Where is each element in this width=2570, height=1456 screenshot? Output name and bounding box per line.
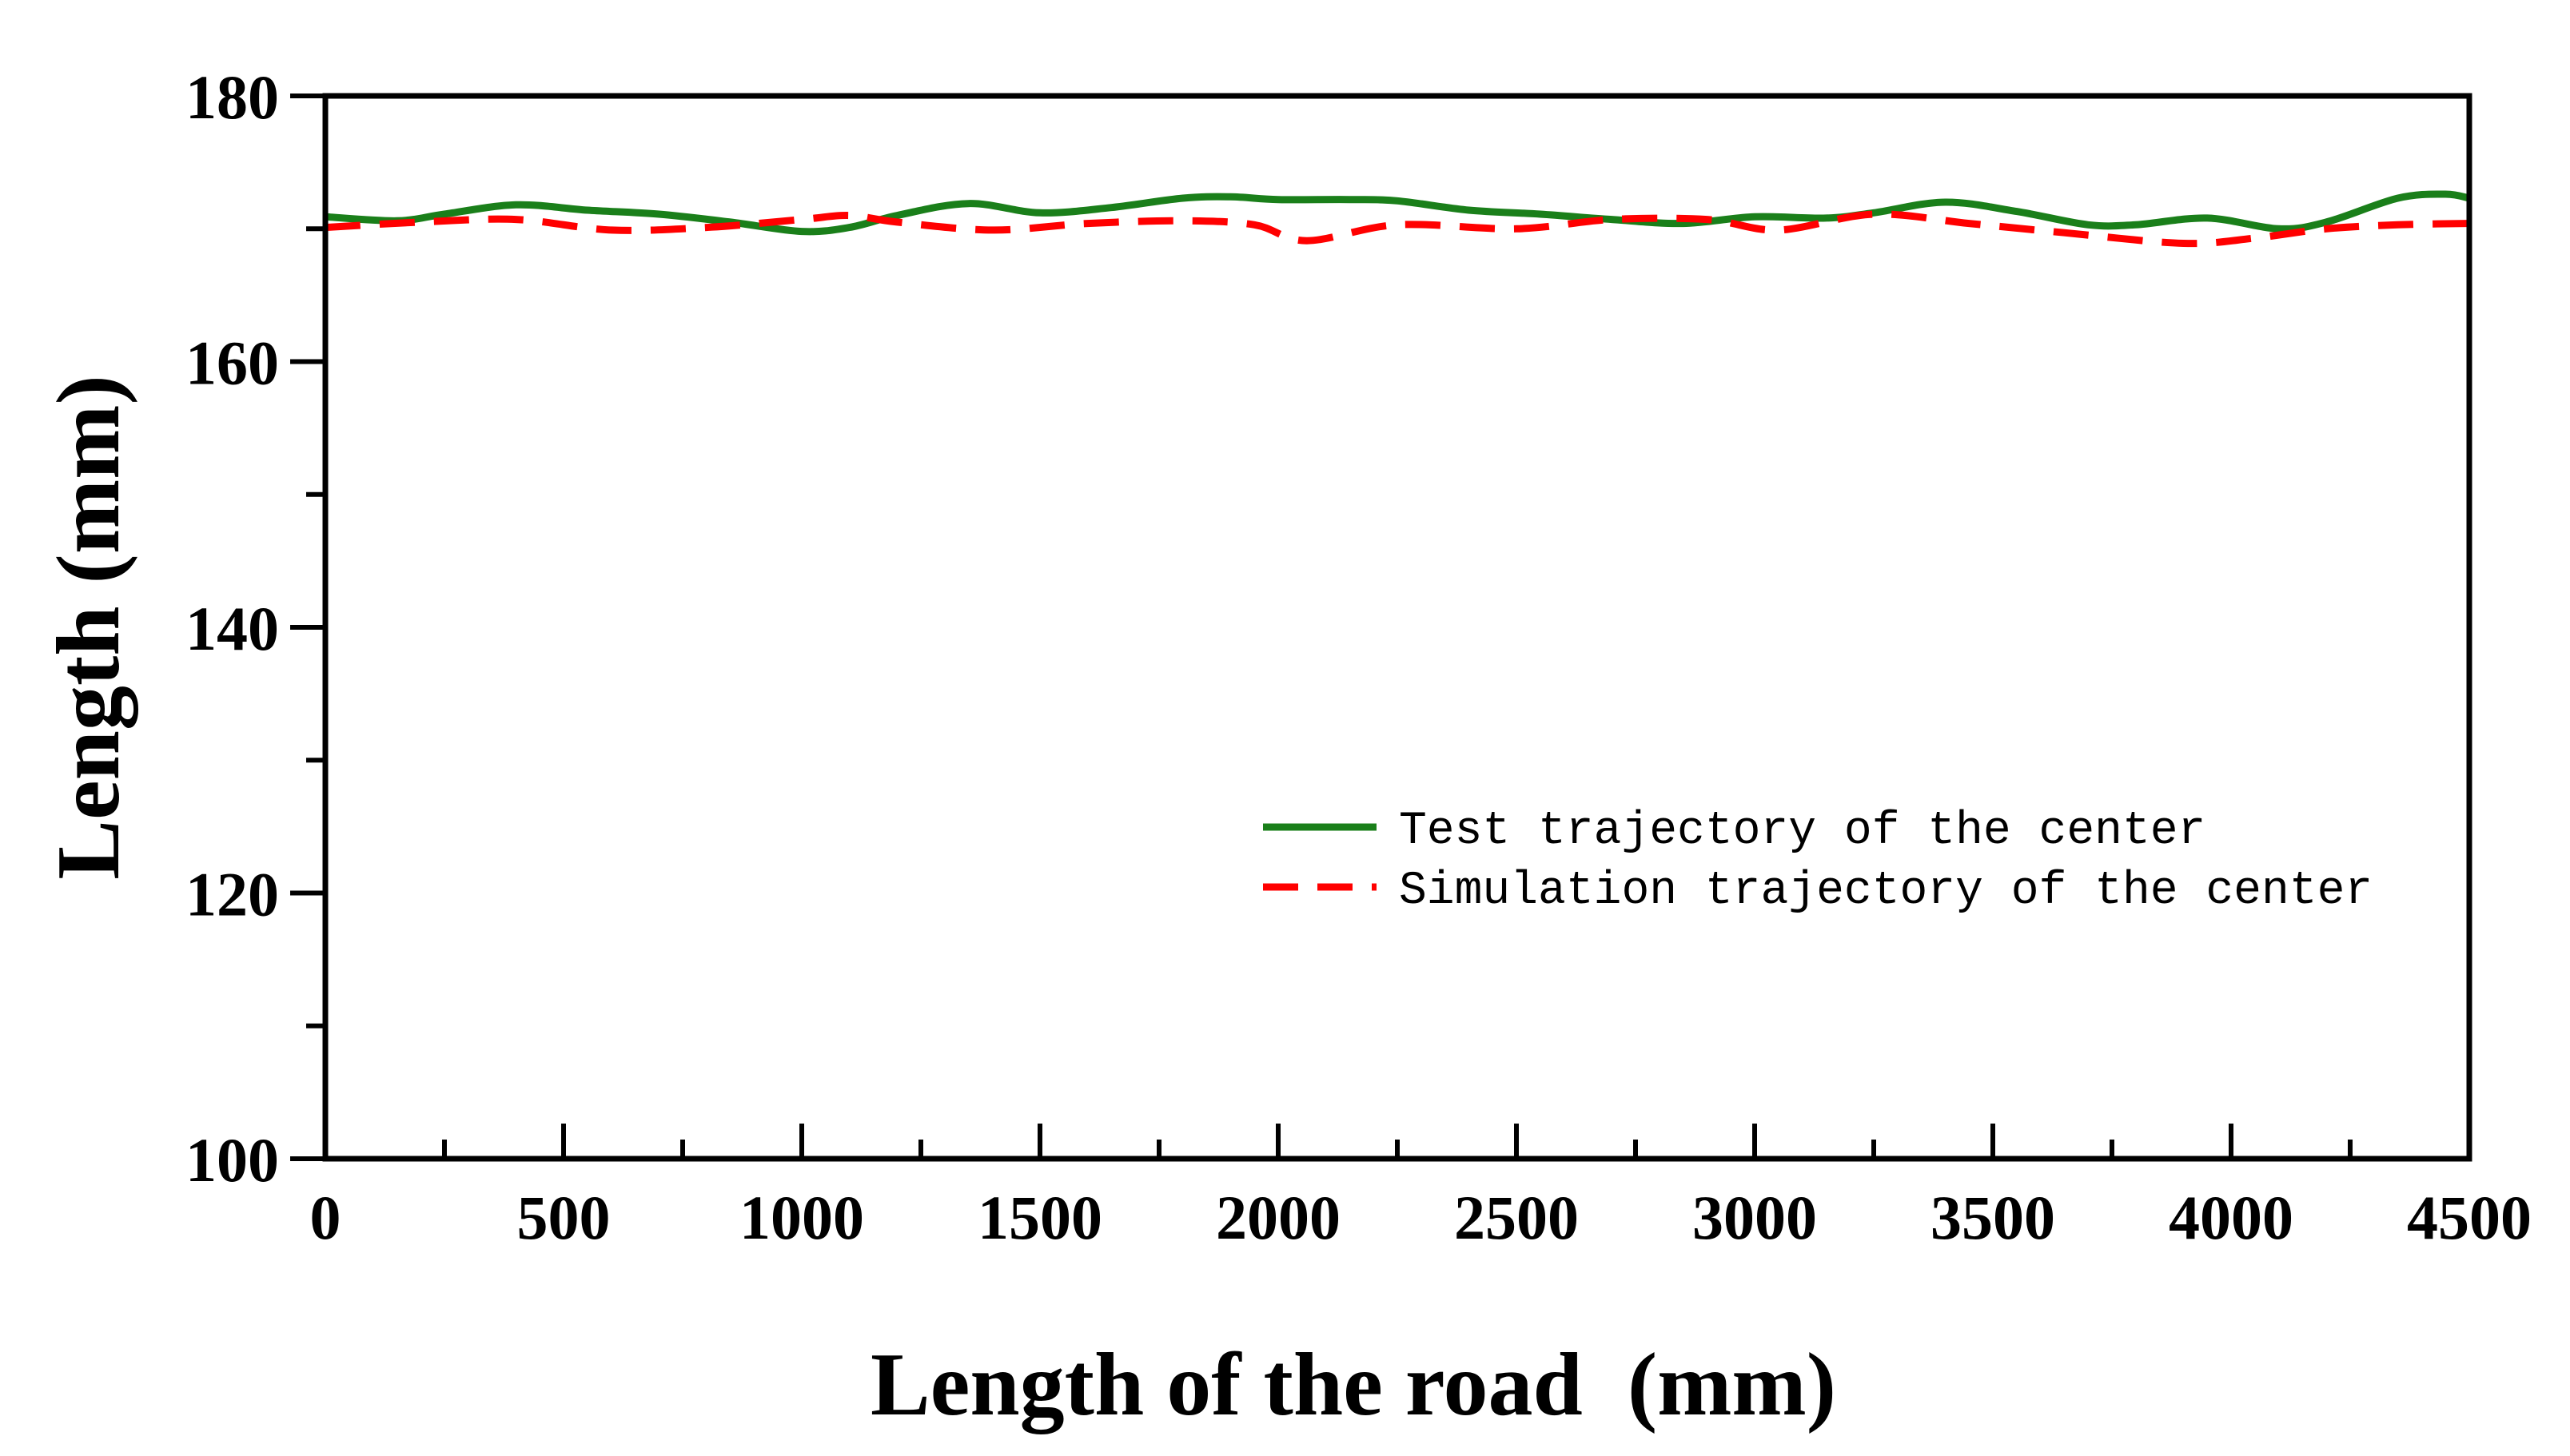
series-line-test <box>325 190 2470 236</box>
x-tick-label: 500 <box>517 1183 611 1252</box>
plot-frame <box>322 93 2472 1162</box>
x-tick-label: 4000 <box>2169 1183 2293 1252</box>
series-line-simulation <box>325 210 2470 248</box>
legend: Test trajectory of the center Simulation… <box>1263 806 2373 917</box>
y-tick-label: 160 <box>185 328 279 398</box>
series-layer <box>325 190 2470 248</box>
legend-label-simulation: Simulation trajectory of the center <box>1399 865 2373 917</box>
x-tick-label: 3500 <box>1930 1183 2055 1252</box>
x-axis-ticks: 0 500 1000 1500 2000 2500 3000 3500 4000 4500 <box>310 1124 2532 1252</box>
y-tick-label: 120 <box>185 860 279 929</box>
x-tick-label: 1000 <box>739 1183 864 1252</box>
y-tick-label: 140 <box>185 594 279 663</box>
x-tick-label: 0 <box>310 1183 341 1252</box>
y-tick-label: 100 <box>185 1125 279 1195</box>
x-tick-label: 4500 <box>2407 1183 2532 1252</box>
x-tick-label: 3000 <box>1692 1183 1817 1252</box>
y-axis-ticks: 100 120 140 160 180 <box>185 62 325 1195</box>
x-tick-label: 2500 <box>1454 1183 1579 1252</box>
legend-label-test: Test trajectory of the center <box>1399 806 2205 857</box>
x-axis-title: Length of the road (mm) <box>871 1335 1836 1434</box>
y-axis-title: Length (mm) <box>39 375 138 879</box>
x-tick-label: 2000 <box>1216 1183 1341 1252</box>
y-tick-label: 180 <box>185 62 279 132</box>
x-tick-label: 1500 <box>978 1183 1102 1252</box>
